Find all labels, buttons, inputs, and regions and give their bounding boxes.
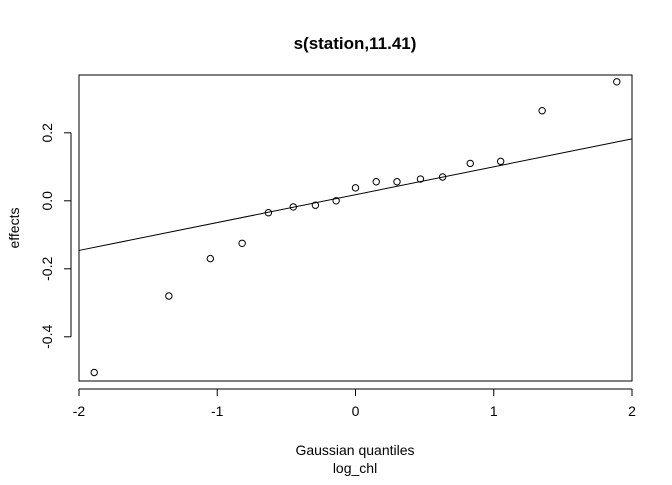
x-tick-label: 2 xyxy=(628,403,636,419)
x-tick-label: -1 xyxy=(211,403,224,419)
data-point xyxy=(372,178,380,186)
data-point xyxy=(351,184,360,192)
y-axis: -0.4 -0.2 0.0 0.2 xyxy=(39,123,72,349)
points-layer xyxy=(90,78,621,377)
data-point xyxy=(90,368,98,377)
x-tick-label: 1 xyxy=(490,403,498,419)
data-point xyxy=(466,159,474,168)
chart-title: s(station,11.41) xyxy=(294,34,417,53)
data-point xyxy=(332,197,340,205)
data-point xyxy=(311,201,320,209)
x-axis-sublabel: log_chl xyxy=(333,460,377,476)
y-tick-label: 0.2 xyxy=(39,123,55,143)
data-point xyxy=(206,254,215,263)
data-point xyxy=(496,157,505,166)
x-axis: -2 -1 0 1 2 xyxy=(73,388,636,419)
data-point xyxy=(238,239,246,248)
reference-line-layer xyxy=(78,138,633,251)
plot-frame xyxy=(78,74,633,382)
y-tick-label: 0.0 xyxy=(39,191,55,211)
y-tick-label: -0.4 xyxy=(39,325,55,349)
data-point xyxy=(613,78,621,86)
data-point xyxy=(393,178,401,186)
x-tick-label: -2 xyxy=(73,403,86,419)
reference-line xyxy=(78,138,633,251)
data-point xyxy=(264,209,273,217)
data-point xyxy=(438,173,447,181)
y-axis-label: effects xyxy=(6,208,22,249)
data-point xyxy=(289,203,297,211)
data-point xyxy=(165,292,173,300)
x-tick-label: 0 xyxy=(352,403,360,419)
data-point xyxy=(538,107,546,115)
y-tick-label: -0.2 xyxy=(39,257,55,281)
x-axis-label: Gaussian quantiles xyxy=(295,442,414,458)
data-point xyxy=(416,175,425,183)
